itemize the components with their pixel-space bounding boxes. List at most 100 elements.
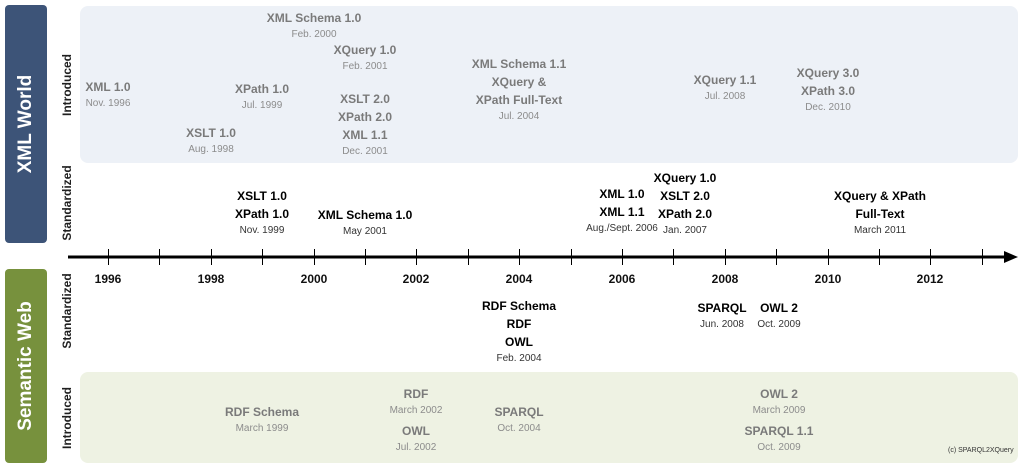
year-label: 1996 <box>94 272 122 286</box>
event-name: XML 1.1 <box>342 128 388 142</box>
event-date: Jul. 2008 <box>704 91 746 102</box>
event-date: Feb. 2004 <box>496 353 542 364</box>
axis-tick <box>262 249 263 265</box>
event-date: Aug./Sept. 2006 <box>586 223 658 234</box>
event-name: XSLT 1.0 <box>237 189 287 203</box>
event-date: Dec. 2010 <box>805 102 851 113</box>
event-sem-standardized: RDF Schema RDF OWL Feb. 2004 <box>482 297 556 368</box>
year-label: 1998 <box>197 272 225 286</box>
event-date: Oct. 2009 <box>757 442 801 453</box>
event-name: XSLT 2.0 <box>660 189 710 203</box>
event-name: XSLT 1.0 <box>186 126 236 140</box>
axis-tick <box>159 249 160 265</box>
event-xml-standardized: XQuery & XPath Full-Text March 2011 <box>834 187 926 240</box>
event-sem-standardized: SPARQL Jun. 2008 <box>697 299 746 334</box>
event-date: Jul. 1999 <box>241 100 283 111</box>
year-label: 2008 <box>711 272 739 286</box>
axis-tick <box>622 249 623 265</box>
event-name: RDF Schema <box>481 299 557 313</box>
axis-tick <box>982 249 983 265</box>
xml-world-label: XML World <box>5 5 47 243</box>
event-sem-introduced: OWL 2 March 2009 <box>753 385 806 420</box>
event-xml-introduced: XML 1.0 Nov. 1996 <box>85 78 130 113</box>
event-date: Aug. 1998 <box>188 144 234 155</box>
year-label: 2004 <box>505 272 533 286</box>
semantic-introduced-panel <box>80 372 1018 463</box>
year-label: 2012 <box>916 272 944 286</box>
event-date: March 2011 <box>853 225 907 236</box>
event-xml-introduced: XSLT 1.0 Aug. 1998 <box>186 124 236 159</box>
year-label: 2006 <box>608 272 636 286</box>
event-date: Oct. 2009 <box>757 319 801 330</box>
event-xml-introduced: XPath 1.0 Jul. 1999 <box>235 80 289 115</box>
event-date: Dec. 2001 <box>342 146 388 157</box>
event-name: XQuery 1.0 <box>653 171 717 185</box>
event-xml-standardized: XML 1.0 XML 1.1 Aug./Sept. 2006 <box>586 185 658 238</box>
event-xml-introduced: XML Schema 1.1 XQuery & XPath Full-Text Jul… <box>472 55 567 126</box>
event-sem-introduced: RDF March 2002 <box>390 385 443 420</box>
xml-introduced-panel <box>80 6 1018 163</box>
event-name: OWL <box>402 424 430 438</box>
event-date: Nov. 1999 <box>239 225 285 236</box>
year-label: 2010 <box>814 272 842 286</box>
event-xml-introduced: XQuery 1.1 Jul. 2008 <box>694 71 757 106</box>
event-name: XQuery & <box>491 75 547 89</box>
event-name: XML Schema 1.1 <box>471 57 567 71</box>
event-name: XPath 2.0 <box>657 207 713 221</box>
copyright-note: (c) SPARQL2XQuery <box>948 447 1014 454</box>
event-name: XSLT 2.0 <box>340 92 390 106</box>
event-date: March 2009 <box>752 405 806 416</box>
event-date: March 2002 <box>389 405 443 416</box>
axis-tick <box>519 249 520 265</box>
event-name: XQuery 1.0 <box>333 43 397 57</box>
event-xml-standardized: XQuery 1.0 XSLT 2.0 XPath 2.0 Jan. 2007 <box>654 169 717 240</box>
event-name: OWL 2 <box>760 387 798 401</box>
event-name: XPath 2.0 <box>337 110 393 124</box>
event-name: XML Schema 1.0 <box>317 208 413 222</box>
event-date: Feb. 2000 <box>291 29 337 40</box>
event-name: XPath 1.0 <box>234 207 290 221</box>
axis-tick <box>314 249 315 265</box>
event-name: SPARQL <box>494 405 544 419</box>
event-name: XPath 3.0 <box>800 84 856 98</box>
event-name: XQuery 3.0 <box>796 66 860 80</box>
year-label: 2002 <box>402 272 430 286</box>
event-name: XML 1.0 <box>599 187 645 201</box>
axis-tick <box>211 249 212 265</box>
axis-tick <box>879 249 880 265</box>
event-name: RDF <box>403 387 429 401</box>
event-date: March 1999 <box>235 423 289 434</box>
event-sem-introduced: SPARQL Oct. 2004 <box>494 403 543 438</box>
axis-tick <box>571 249 572 265</box>
event-date: Feb. 2001 <box>342 61 388 72</box>
event-date: May 2001 <box>343 226 387 237</box>
axis-tick <box>673 249 674 265</box>
event-name: RDF <box>506 317 532 331</box>
event-date: Jun. 2008 <box>700 319 744 330</box>
event-date: Jan. 2007 <box>663 225 707 236</box>
axis-tick <box>930 249 931 265</box>
event-sem-introduced: SPARQL 1.1 Oct. 2009 <box>745 422 814 457</box>
event-name: XML 1.1 <box>599 205 645 219</box>
event-date: Jul. 2004 <box>498 111 540 122</box>
event-name: OWL 2 <box>760 301 798 315</box>
axis-tick <box>108 249 109 265</box>
event-xml-introduced: XML Schema 1.0 Feb. 2000 <box>267 9 362 44</box>
event-date: Nov. 1996 <box>85 98 131 109</box>
semantic-web-label: Semantic Web <box>5 269 47 463</box>
event-date: Jul. 2002 <box>395 442 437 453</box>
axis-arrowhead <box>1004 251 1018 263</box>
event-name: XPath Full-Text <box>475 93 563 107</box>
event-name: XQuery & XPath <box>833 189 927 203</box>
event-name: XML Schema 1.0 <box>266 11 362 25</box>
event-name: XML 1.0 <box>85 80 131 94</box>
event-sem-introduced: RDF Schema March 1999 <box>225 403 299 438</box>
event-name: XQuery 1.1 <box>693 73 757 87</box>
event-name: RDF Schema <box>224 405 300 419</box>
event-name: Full-Text <box>855 207 905 221</box>
event-sem-introduced: OWL Jul. 2002 <box>396 422 437 457</box>
event-sem-standardized: OWL 2 Oct. 2009 <box>757 299 800 334</box>
event-date: Oct. 2004 <box>497 423 541 434</box>
event-name: OWL <box>505 335 533 349</box>
